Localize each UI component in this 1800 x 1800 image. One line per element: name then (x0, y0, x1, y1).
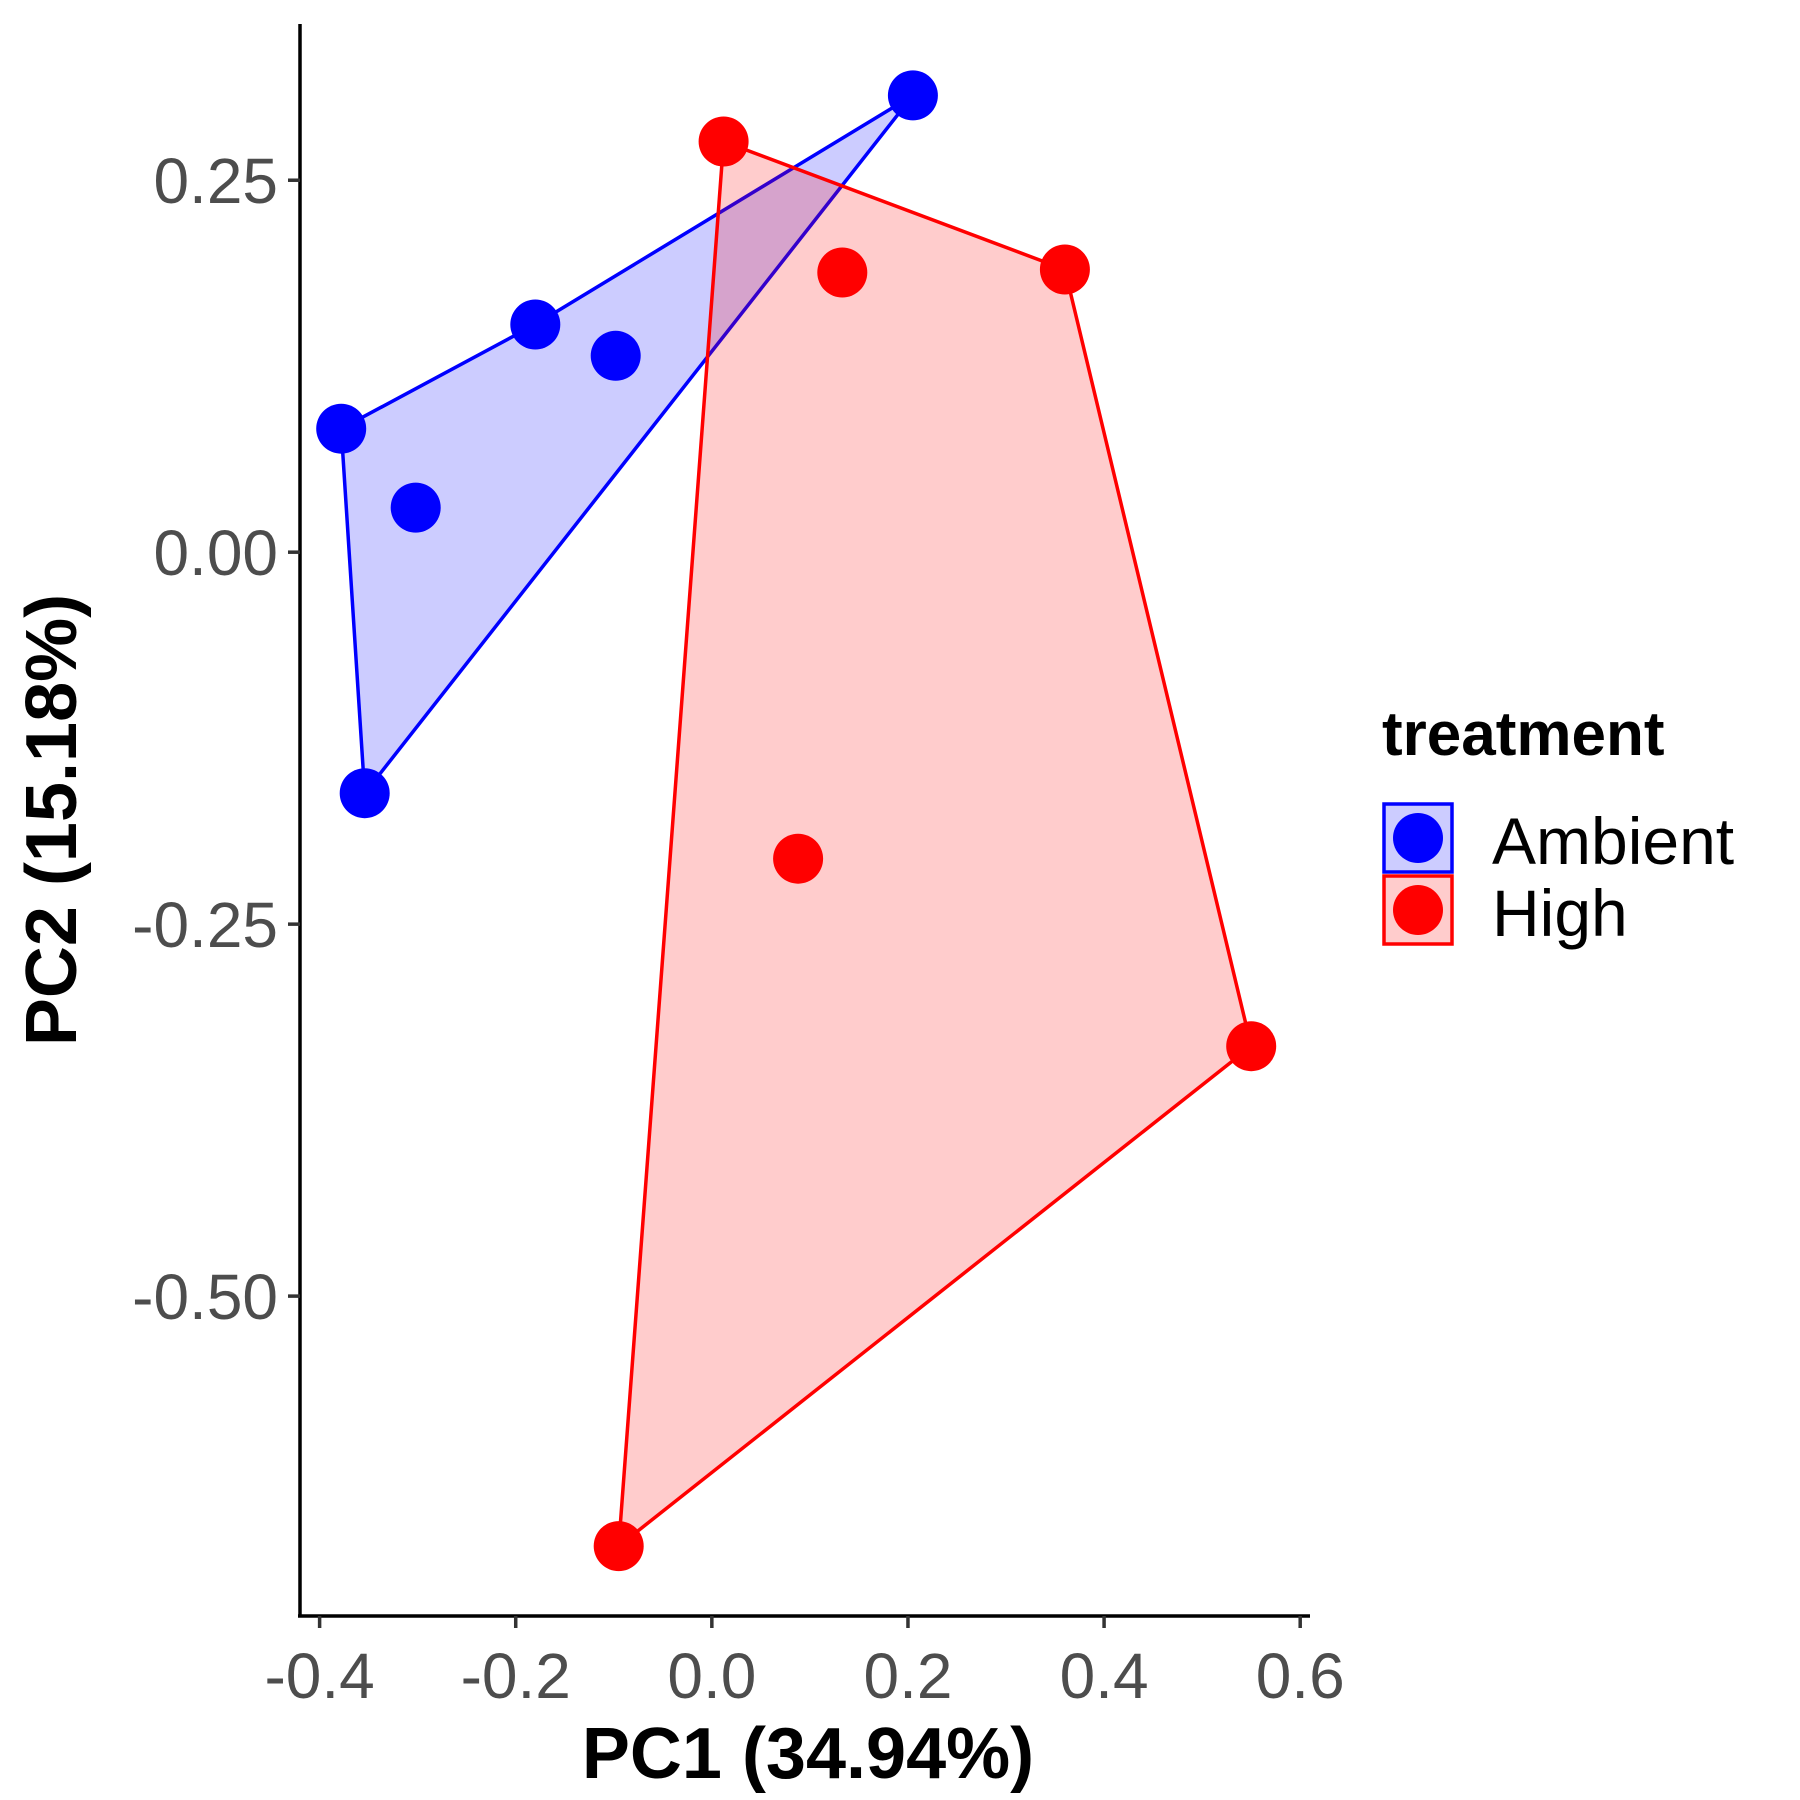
y-tick-label: 0.00 (153, 517, 278, 589)
point-ambient (510, 299, 561, 350)
y-tick-label: -0.50 (132, 1261, 278, 1333)
point-high (1039, 244, 1090, 295)
x-tick-label: -0.2 (461, 1640, 571, 1712)
point-ambient (339, 768, 390, 819)
point-high (817, 247, 868, 298)
point-ambient (590, 330, 641, 381)
x-axis-title: PC1 (34.94%) (582, 1714, 1034, 1794)
legend-label-ambient: Ambient (1492, 804, 1734, 878)
ticks-layer: -0.4 -0.2 0.0 0.2 0.4 0.6 0.25 0.00 -0.25 -0.50 (132, 145, 1345, 1712)
legend-key-ambient-dot (1393, 813, 1443, 863)
legend-key-high-dot (1393, 885, 1443, 935)
points-layer (316, 70, 1277, 1572)
point-high (1226, 1021, 1277, 1072)
x-tick-label: -0.4 (264, 1640, 374, 1712)
y-tick-label: 0.25 (153, 145, 278, 217)
point-ambient (390, 482, 441, 533)
legend-title: treatment (1382, 700, 1665, 769)
point-ambient (316, 403, 367, 454)
axes-layer (298, 24, 1310, 1618)
y-tick-label: -0.25 (132, 889, 278, 961)
y-axis-title: PC2 (15.18%) (12, 594, 92, 1046)
point-high (593, 1521, 644, 1572)
point-high (773, 833, 824, 884)
hulls-layer (339, 93, 1253, 1548)
point-high (698, 116, 749, 167)
x-tick-label: 0.4 (1060, 1640, 1149, 1712)
x-tick-label: 0.2 (863, 1640, 952, 1712)
point-ambient (887, 70, 938, 121)
x-tick-label: 0.6 (1256, 1640, 1345, 1712)
hull-high (616, 139, 1253, 1548)
legend-label-high: High (1492, 876, 1628, 950)
legend: treatment Ambient High (1382, 700, 1734, 950)
x-tick-label: 0.0 (667, 1640, 756, 1712)
